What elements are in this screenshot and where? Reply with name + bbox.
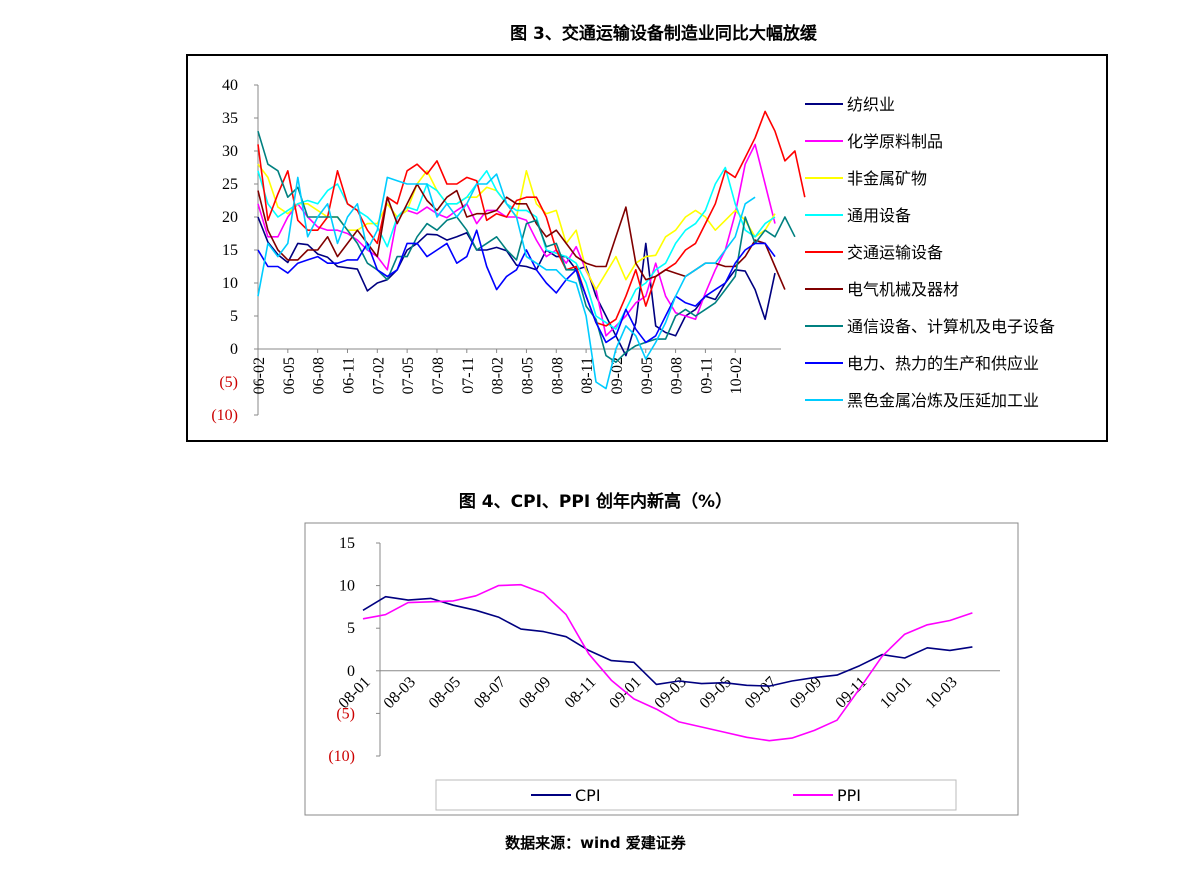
series-line (257, 166, 776, 331)
x-tick-label: 10-03 (922, 674, 960, 712)
y-tick-label: 20 (222, 209, 238, 226)
y-tick-label: 5 (347, 620, 355, 637)
series-line (257, 229, 776, 344)
x-tick-label: 08-07 (471, 674, 509, 712)
x-tick-label: 08-11 (562, 674, 600, 712)
y-tick-label: 10 (339, 578, 355, 595)
x-tick-label: 09-11 (832, 674, 870, 712)
x-tick-label: 08-11 (579, 357, 596, 394)
x-tick-label: 08-09 (516, 674, 554, 712)
x-tick-label: 08-03 (381, 674, 419, 712)
series-line (257, 130, 796, 364)
y-tick-label: 30 (222, 143, 238, 160)
x-tick-label: 09-05 (639, 357, 656, 394)
x-tick-label: 10-01 (877, 674, 915, 712)
legend-label: 通信设备、计算机及电子设备 (847, 317, 1055, 336)
x-tick-label: 09-05 (697, 674, 735, 712)
x-tick-label: 08-05 (426, 674, 464, 712)
y-tick-label: 25 (222, 176, 238, 193)
y-tick-label: (5) (336, 705, 355, 722)
y-tick-label: 40 (222, 77, 238, 94)
x-tick-label: 07-05 (400, 357, 417, 394)
legend-label: 纺织业 (847, 95, 895, 114)
series-line (257, 216, 776, 357)
y-tick-label: (10) (211, 407, 238, 424)
y-tick-label: 10 (222, 275, 238, 292)
legend-label: 电气机械及器材 (847, 280, 959, 299)
y-tick-label: 0 (347, 663, 355, 680)
y-tick-label: 0 (230, 341, 238, 358)
x-tick-label: 08-08 (549, 357, 566, 394)
legend-label: 通用设备 (847, 206, 911, 225)
figure-4-title: 图 4、CPI、PPI 创年内新高（%） (458, 492, 733, 512)
x-tick-label: 09-03 (651, 674, 689, 712)
y-tick-label: 15 (222, 242, 238, 259)
y-tick-label: 35 (222, 110, 238, 127)
x-tick-label: 07-08 (430, 357, 447, 394)
y-tick-label: (10) (328, 748, 355, 765)
series-line (362, 595, 973, 687)
chart-frame (186, 54, 1108, 442)
x-tick-label: 06-08 (311, 357, 328, 394)
y-tick-label: 15 (339, 535, 355, 552)
legend-label: 黑色金属冶炼及压延加工业 (847, 391, 1039, 410)
y-tick-label: 5 (230, 308, 238, 325)
x-tick-label: 06-11 (340, 357, 357, 394)
x-tick-label: 09-08 (669, 357, 686, 394)
chart-frame (304, 522, 1019, 816)
legend-label: 化学原料制品 (847, 132, 943, 151)
legend-label: 电力、热力的生产和供应业 (847, 354, 1039, 373)
series-line (257, 110, 806, 327)
x-tick-label: 07-11 (460, 357, 477, 394)
legend-label: PPI (837, 786, 861, 805)
figure-3-title: 图 3、交通运输设备制造业同比大幅放缓 (510, 24, 817, 44)
series-line (257, 173, 756, 390)
x-tick-label: 09-07 (742, 674, 780, 712)
data-source-note: 数据来源：wind 爱建证券 (505, 834, 686, 852)
x-tick-label: 09-02 (609, 357, 626, 394)
x-tick-label: 07-02 (370, 357, 387, 394)
x-tick-label: 06-05 (281, 357, 298, 394)
x-tick-label: 10-02 (728, 357, 745, 394)
legend-label: 交通运输设备 (847, 243, 943, 262)
x-tick-label: 08-05 (519, 357, 536, 394)
x-tick-label: 08-02 (490, 357, 507, 394)
legend-box (435, 779, 957, 811)
series-line (362, 583, 973, 742)
x-tick-label: 09-11 (698, 357, 715, 394)
legend-label: 非金属矿物 (847, 169, 927, 188)
legend-label: CPI (575, 786, 601, 805)
x-tick-label: 06-02 (251, 357, 268, 394)
y-tick-label: (5) (219, 374, 238, 391)
